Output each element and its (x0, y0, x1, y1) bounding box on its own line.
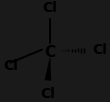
Text: C: C (44, 45, 56, 60)
Text: Cl: Cl (93, 43, 108, 57)
Text: Cl: Cl (3, 59, 18, 73)
Text: Cl: Cl (43, 1, 58, 15)
Polygon shape (45, 57, 51, 80)
Text: Cl: Cl (40, 87, 55, 101)
